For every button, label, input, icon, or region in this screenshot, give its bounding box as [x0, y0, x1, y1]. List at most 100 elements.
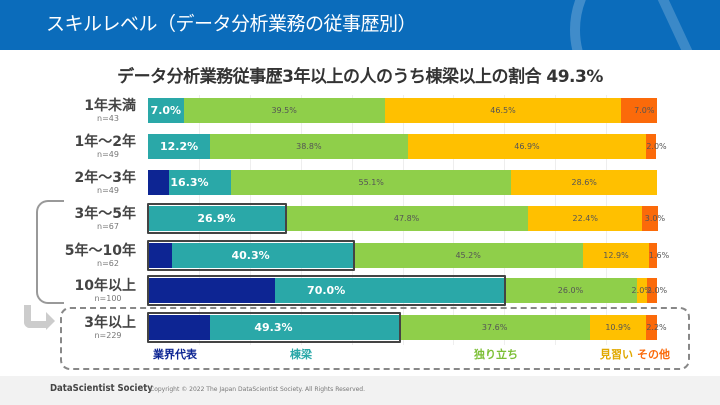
row-label: 5年〜10年 n=62 — [40, 243, 136, 269]
category-label: 2年〜3年 — [74, 170, 136, 186]
row-label: 1年未満 n=43 — [40, 98, 136, 124]
legend-item: その他 — [637, 348, 670, 361]
highlight-frame — [147, 312, 401, 343]
data-label: 45.2% — [455, 251, 481, 260]
bar-segment-3 — [384, 98, 622, 123]
bar-segment-0 — [148, 278, 276, 303]
bar-segment-0 — [148, 170, 169, 195]
bar-segment-3 — [528, 206, 643, 231]
bar-row: 12.2% 38.8% 46.9% 2.0% — [148, 134, 667, 159]
data-label: 12.9% — [603, 251, 629, 260]
bar-segment-1 — [275, 278, 505, 303]
bar-row: 70.0% 26.0% 2.0% 2.0% — [147, 275, 667, 306]
data-label: 2.2% — [646, 323, 667, 332]
bar-segment-0 — [148, 315, 211, 340]
data-label: 7.0% — [634, 106, 655, 115]
data-label: 3.0% — [644, 214, 666, 223]
header-banner: スキルレベル（データ分析業務の従事歴別） — [0, 0, 720, 50]
row-label: 3年〜5年 n=67 — [40, 206, 136, 232]
bar-segment-1 — [148, 206, 285, 231]
footer-copyright: Copyright © 2022 The Japan DataScientist… — [150, 386, 366, 393]
bar-row: 49.3% 37.6% 10.9% 2.2% — [147, 312, 667, 343]
data-label: 16.3% — [170, 176, 209, 189]
bar-segment-1 — [148, 134, 211, 159]
bar-segment-1 — [148, 98, 184, 123]
sample-size: n=49 — [97, 150, 119, 159]
row-label: 3年以上 n=229 — [40, 315, 136, 341]
bar-segment-3 — [636, 278, 647, 303]
data-label: 26.9% — [197, 212, 236, 225]
data-label: 38.8% — [296, 142, 322, 151]
data-label: 7.0% — [150, 104, 182, 117]
bar-segment-2 — [398, 315, 591, 340]
data-label: 46.5% — [490, 106, 516, 115]
bar-segment-1 — [172, 243, 354, 268]
data-label: 22.4% — [572, 214, 598, 223]
row-label: 1年〜2年 n=49 — [40, 135, 136, 160]
category-label: 3年以上 — [84, 315, 136, 331]
legend-item: 業界代表 — [153, 348, 197, 361]
bar-segment-4 — [642, 206, 658, 231]
data-label: 40.3% — [231, 249, 270, 262]
category-label: 3年〜5年 — [74, 206, 136, 222]
sample-size: n=49 — [97, 186, 119, 195]
bar-segment-3 — [407, 134, 647, 159]
bar-row: 7.0% 39.5% 46.5% 7.0% — [148, 98, 657, 123]
data-label: 37.6% — [481, 323, 508, 332]
page-title: スキルレベル（データ分析業務の従事歴別） — [46, 13, 417, 35]
decorative-circle — [570, 0, 720, 50]
bar-segment-4 — [646, 278, 657, 303]
sample-size: n=43 — [97, 114, 119, 123]
chart-title: データ分析業務従事歴3年以上の人のうち棟梁以上の割合 49.3% — [117, 67, 603, 87]
bar-segment-2 — [504, 278, 637, 303]
data-label: 26.0% — [557, 286, 584, 295]
arrow-head-icon — [46, 312, 55, 330]
bar-segment-0 — [148, 243, 173, 268]
bar-segment-2 — [353, 243, 584, 268]
bar-segment-3 — [511, 170, 657, 195]
bar-segment-4 — [621, 98, 657, 123]
footer: DataScientist Society Copyright © 2022 T… — [0, 376, 720, 405]
data-label: 49.3% — [254, 321, 293, 334]
data-label: 2.0% — [631, 286, 652, 295]
footer-brand: DataScientist Society — [50, 383, 153, 394]
highlight-frame — [147, 275, 507, 306]
category-label: 1年未満 — [84, 98, 136, 114]
bar-segment-2 — [183, 98, 385, 123]
data-label: 70.0% — [307, 284, 346, 297]
data-label: 2.0% — [646, 142, 667, 151]
legend-item: 独り立ち — [474, 348, 518, 361]
legend-item: 棟梁 — [290, 348, 312, 361]
bar-segment-1 — [168, 170, 231, 195]
bar-segment-2 — [284, 206, 529, 231]
highlight-frame — [147, 203, 287, 234]
highlight-frame — [147, 240, 356, 271]
bar-segment-4 — [648, 243, 657, 268]
data-label: 28.6% — [571, 178, 597, 187]
category-label: 5年〜10年 — [64, 243, 136, 259]
bar-row: 26.9% 47.8% 22.4% 3.0% — [147, 203, 665, 234]
data-label: 10.9% — [605, 323, 631, 332]
sample-size: n=229 — [94, 331, 122, 340]
bar-segment-2 — [210, 134, 408, 159]
arrow-icon — [24, 305, 47, 328]
sample-size: n=67 — [97, 222, 119, 231]
legend-item: 見習い — [600, 348, 633, 361]
data-label: 47.8% — [393, 214, 420, 223]
bar-segment-4 — [646, 134, 657, 159]
bar-segment-3 — [583, 243, 649, 268]
bar-row: 16.3% 55.1% 28.6% — [148, 170, 657, 195]
summary-highlight-box — [60, 307, 690, 370]
bar-segment-4 — [645, 315, 657, 340]
bar-segment-3 — [590, 315, 646, 340]
row-label: 2年〜3年 n=49 — [40, 170, 136, 196]
sample-size: n=62 — [97, 259, 119, 268]
category-label: 10年以上 — [74, 278, 136, 294]
data-label: 46.9% — [514, 142, 540, 151]
data-label: 12.2% — [159, 140, 199, 153]
group-bracket — [36, 200, 64, 304]
bar-row: 40.3% 45.2% 12.9% 1.6% — [147, 240, 669, 271]
data-label: 39.5% — [271, 106, 297, 115]
data-label: 55.1% — [358, 178, 384, 187]
row-label: 10年以上 n=100 — [40, 278, 136, 304]
